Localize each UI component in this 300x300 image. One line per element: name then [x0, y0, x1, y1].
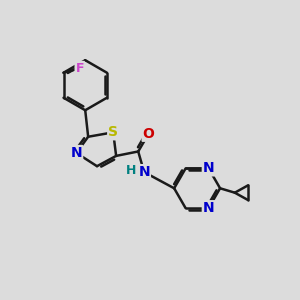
Text: S: S: [108, 125, 118, 139]
Text: O: O: [142, 127, 154, 141]
Text: N: N: [138, 165, 150, 179]
Text: H: H: [126, 164, 136, 177]
Text: F: F: [76, 62, 84, 75]
Text: N: N: [203, 161, 214, 176]
Text: N: N: [70, 146, 82, 160]
Text: N: N: [203, 201, 214, 215]
